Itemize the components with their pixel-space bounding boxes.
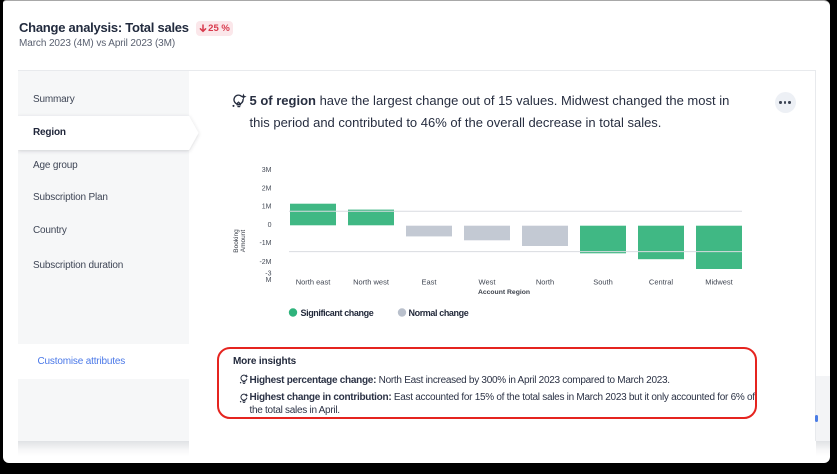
svg-text:South: South	[593, 278, 613, 287]
svg-text:1M: 1M	[262, 204, 272, 211]
svg-text:North west: North west	[353, 278, 390, 287]
svg-text:Normal change: Normal change	[409, 308, 469, 318]
svg-text:-1M: -1M	[259, 240, 271, 247]
svg-text:Account Region: Account Region	[478, 289, 530, 296]
svg-text:North east: North east	[296, 278, 332, 287]
svg-text:West: West	[479, 278, 497, 287]
svg-text:North: North	[536, 278, 554, 287]
svg-text:Midwest: Midwest	[705, 278, 733, 287]
svg-text:Central: Central	[649, 278, 674, 287]
svg-text:2M: 2M	[262, 185, 272, 192]
svg-text:3M: 3M	[262, 167, 272, 174]
svg-text:-2M: -2M	[259, 259, 271, 266]
svg-text:East: East	[421, 278, 437, 287]
svg-text:Booking: Booking	[233, 229, 240, 253]
svg-text:-3: -3	[265, 270, 271, 277]
svg-text:0: 0	[268, 222, 272, 229]
svg-text:Significant change: Significant change	[301, 308, 374, 318]
svg-text:Amount: Amount	[240, 230, 247, 253]
svg-text:M: M	[266, 277, 272, 284]
